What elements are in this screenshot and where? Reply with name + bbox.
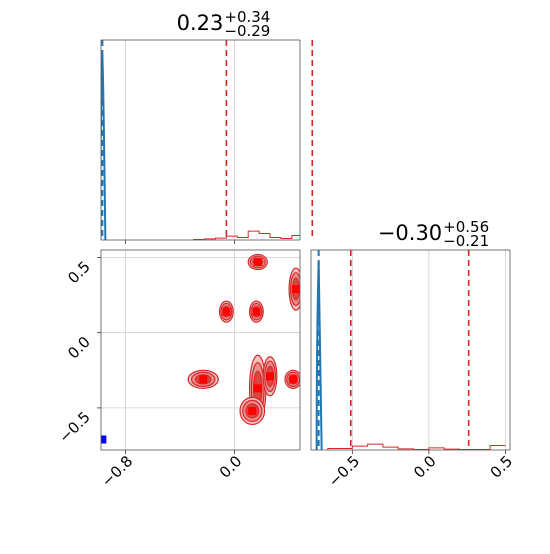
title-p2: −0.30 bbox=[378, 221, 442, 245]
title-p2-plus: +0.56 bbox=[443, 218, 489, 236]
joint-y-tick-label-0: −0.5 bbox=[55, 408, 93, 446]
marginal-x-quantiles bbox=[225, 40, 314, 240]
joint-ticks: −0.8 0.0 −0.5 0.0 0.5 bbox=[55, 257, 246, 491]
title-p1: 0.23 bbox=[177, 11, 224, 35]
title-p2-minus: −0.21 bbox=[443, 232, 489, 250]
marginal-x-reference bbox=[101, 40, 107, 240]
joint-y-tick-label-2: 0.5 bbox=[64, 258, 94, 288]
marginal-y-quantiles bbox=[349, 250, 470, 450]
joint-mode-3-center bbox=[291, 285, 300, 294]
joint-x-tick-label-0: −0.8 bbox=[98, 452, 136, 490]
marginal-x-grid bbox=[125, 40, 235, 240]
marginal-y-tick-label-0: −0.5 bbox=[325, 452, 363, 490]
joint-reference-point bbox=[101, 435, 107, 444]
joint-mode-8-center bbox=[248, 406, 257, 415]
marginal-x-histogram-step bbox=[193, 230, 300, 240]
marginal-y-frame bbox=[310, 249, 511, 451]
joint-x-tick-label-1: 0.0 bbox=[216, 452, 246, 482]
joint-reference bbox=[101, 435, 107, 444]
marginal-x-ticks bbox=[125, 240, 235, 244]
marginal-y-panel: −0.5 0.0 0.5 −0.30 +0.56 −0.21 bbox=[310, 218, 517, 491]
title-p1-plus: +0.34 bbox=[224, 8, 270, 26]
marginal-y-grid bbox=[351, 250, 506, 450]
marginal-y-reference bbox=[315, 250, 323, 450]
joint-mode-7-center bbox=[266, 372, 275, 381]
joint-mode-4-center bbox=[199, 375, 208, 384]
marginal-y-histogram bbox=[327, 443, 506, 450]
joint-panel: −0.8 0.0 −0.5 0.0 0.5 bbox=[55, 249, 301, 491]
title-p2-value: −0.30 bbox=[378, 221, 442, 245]
marginal-y-tick-label-1: 0.0 bbox=[410, 452, 440, 482]
joint-mode-0-center bbox=[253, 258, 262, 267]
joint-mode-1-center bbox=[222, 307, 231, 316]
joint-y-tick-label-1: 0.0 bbox=[64, 333, 94, 363]
marginal-y-histogram-step bbox=[327, 443, 506, 450]
joint-mode-6-center bbox=[253, 384, 262, 393]
marginal-y-tick-label-2: 0.5 bbox=[487, 452, 517, 482]
marginal-x-histogram bbox=[193, 230, 300, 240]
marginal-x-panel: 0.23 +0.34 −0.29 bbox=[100, 8, 314, 244]
title-p1-value: 0.23 bbox=[177, 11, 224, 35]
joint-contours bbox=[187, 253, 300, 426]
marginal-x-frame bbox=[100, 39, 301, 241]
joint-mode-2-center bbox=[252, 307, 261, 316]
joint-grid bbox=[101, 250, 300, 450]
joint-frame bbox=[100, 249, 301, 451]
title-p1-minus: −0.29 bbox=[224, 22, 270, 40]
joint-mode-5-center bbox=[289, 375, 298, 384]
marginal-y-ticks: −0.5 0.0 0.5 bbox=[325, 450, 517, 491]
